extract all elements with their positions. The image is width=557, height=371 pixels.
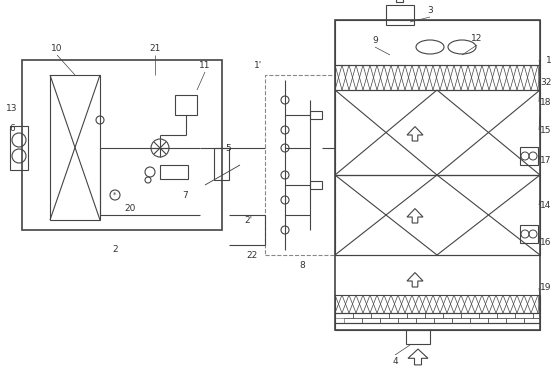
Text: 6: 6 xyxy=(9,124,15,132)
Bar xyxy=(488,318,506,323)
Text: 21: 21 xyxy=(149,43,160,53)
Text: 19: 19 xyxy=(540,283,552,292)
Bar xyxy=(520,147,538,165)
Bar xyxy=(515,313,533,318)
Text: 22: 22 xyxy=(246,250,258,259)
Text: 14: 14 xyxy=(540,200,551,210)
Bar xyxy=(452,318,470,323)
Text: 5: 5 xyxy=(225,144,231,152)
Text: 3: 3 xyxy=(427,6,433,14)
Bar xyxy=(335,20,540,330)
Text: 13: 13 xyxy=(6,104,18,112)
Bar xyxy=(479,313,497,318)
Bar xyxy=(265,75,335,255)
Bar xyxy=(335,313,540,323)
Bar xyxy=(425,313,443,318)
Text: 9: 9 xyxy=(372,36,378,45)
Bar xyxy=(520,225,538,243)
Text: 2: 2 xyxy=(112,246,118,255)
Bar xyxy=(310,111,322,119)
Bar xyxy=(335,65,540,90)
Bar xyxy=(398,318,416,323)
Bar xyxy=(335,313,353,318)
Bar xyxy=(335,295,540,313)
Bar xyxy=(160,165,188,179)
Bar xyxy=(461,313,479,318)
Bar xyxy=(50,75,100,220)
Bar xyxy=(470,318,488,323)
Bar xyxy=(497,313,515,318)
Bar xyxy=(407,313,425,318)
Text: 16: 16 xyxy=(540,237,552,246)
Bar xyxy=(386,5,414,25)
Bar xyxy=(344,318,362,323)
Text: 18: 18 xyxy=(540,98,552,106)
Bar xyxy=(443,313,461,318)
Bar xyxy=(10,126,28,170)
Bar xyxy=(524,318,540,323)
Bar xyxy=(335,90,540,175)
Bar xyxy=(434,318,452,323)
Text: 1: 1 xyxy=(546,56,552,65)
Bar xyxy=(362,318,380,323)
Text: 7: 7 xyxy=(182,190,188,200)
Bar xyxy=(416,318,434,323)
Bar xyxy=(506,318,524,323)
Text: 8: 8 xyxy=(299,260,305,269)
Bar xyxy=(353,313,371,318)
Bar xyxy=(214,148,229,180)
Text: 10: 10 xyxy=(51,43,63,53)
Text: 17: 17 xyxy=(540,155,552,164)
Bar xyxy=(335,323,540,330)
Text: 20: 20 xyxy=(124,204,136,213)
Bar xyxy=(533,313,540,318)
Bar xyxy=(335,175,540,255)
Text: 15: 15 xyxy=(540,125,552,135)
Bar xyxy=(371,313,389,318)
Bar xyxy=(389,313,407,318)
Text: 32: 32 xyxy=(540,78,551,86)
Text: 1': 1' xyxy=(254,60,262,69)
Bar xyxy=(22,60,222,230)
Bar xyxy=(380,318,398,323)
Bar xyxy=(310,181,322,189)
Bar xyxy=(175,95,197,115)
Text: 2': 2' xyxy=(244,216,252,224)
Text: 4: 4 xyxy=(392,358,398,367)
Bar xyxy=(335,20,540,65)
Text: *: * xyxy=(113,192,116,198)
Bar xyxy=(406,330,430,344)
Text: 12: 12 xyxy=(471,33,483,43)
Text: 11: 11 xyxy=(199,60,211,69)
